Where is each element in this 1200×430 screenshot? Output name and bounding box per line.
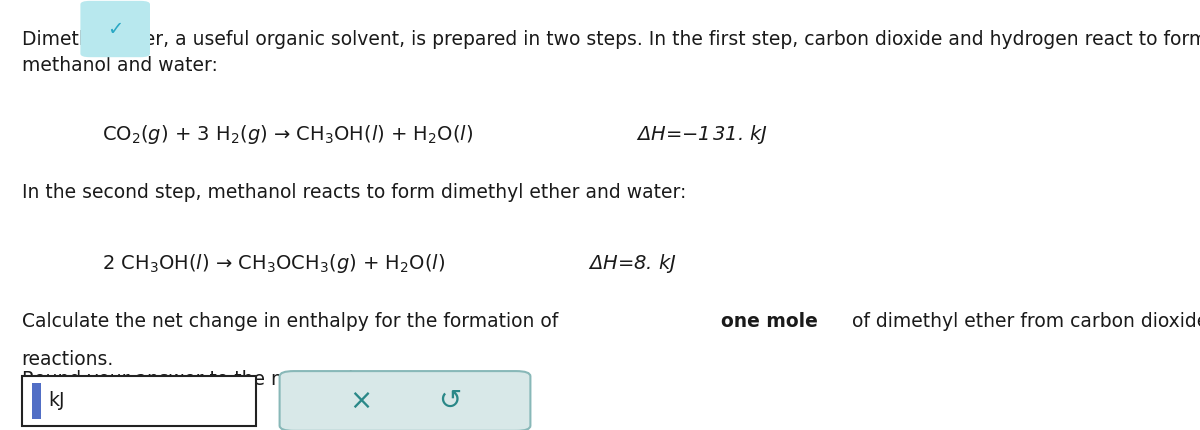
Text: Δ$H$=8. kJ: Δ$H$=8. kJ — [588, 252, 677, 274]
FancyBboxPatch shape — [22, 376, 256, 426]
Text: CO$_2$($g$) + 3 H$_2$($g$) → CH$_3$OH($l$) + H$_2$O($l$): CO$_2$($g$) + 3 H$_2$($g$) → CH$_3$OH($l… — [102, 123, 473, 145]
Text: In the second step, methanol reacts to form dimethyl ether and water:: In the second step, methanol reacts to f… — [22, 183, 686, 202]
Text: kJ: kJ — [48, 391, 65, 411]
Text: ↺: ↺ — [438, 387, 461, 415]
Text: Round your answer to the nearest kJ.: Round your answer to the nearest kJ. — [22, 370, 370, 389]
Text: Dimethyl ether, a useful organic solvent, is prepared in two steps. In the first: Dimethyl ether, a useful organic solvent… — [22, 30, 1200, 75]
Text: ✓: ✓ — [107, 19, 124, 39]
Text: Δ$H$=−1 31. kJ: Δ$H$=−1 31. kJ — [636, 123, 768, 145]
Text: one mole: one mole — [721, 312, 818, 331]
FancyBboxPatch shape — [80, 1, 150, 57]
Text: of dimethyl ether from carbon dioxide and hydrogen from these: of dimethyl ether from carbon dioxide an… — [846, 312, 1200, 331]
FancyBboxPatch shape — [280, 371, 530, 430]
Text: Calculate the net change in enthalpy for the formation of: Calculate the net change in enthalpy for… — [22, 312, 564, 331]
Text: ×: × — [349, 387, 372, 415]
Text: 2 CH$_3$OH($l$) → CH$_3$OCH$_3$($g$) + H$_2$O($l$): 2 CH$_3$OH($l$) → CH$_3$OCH$_3$($g$) + H… — [102, 252, 445, 274]
Text: reactions.: reactions. — [22, 350, 114, 369]
FancyBboxPatch shape — [32, 383, 41, 419]
